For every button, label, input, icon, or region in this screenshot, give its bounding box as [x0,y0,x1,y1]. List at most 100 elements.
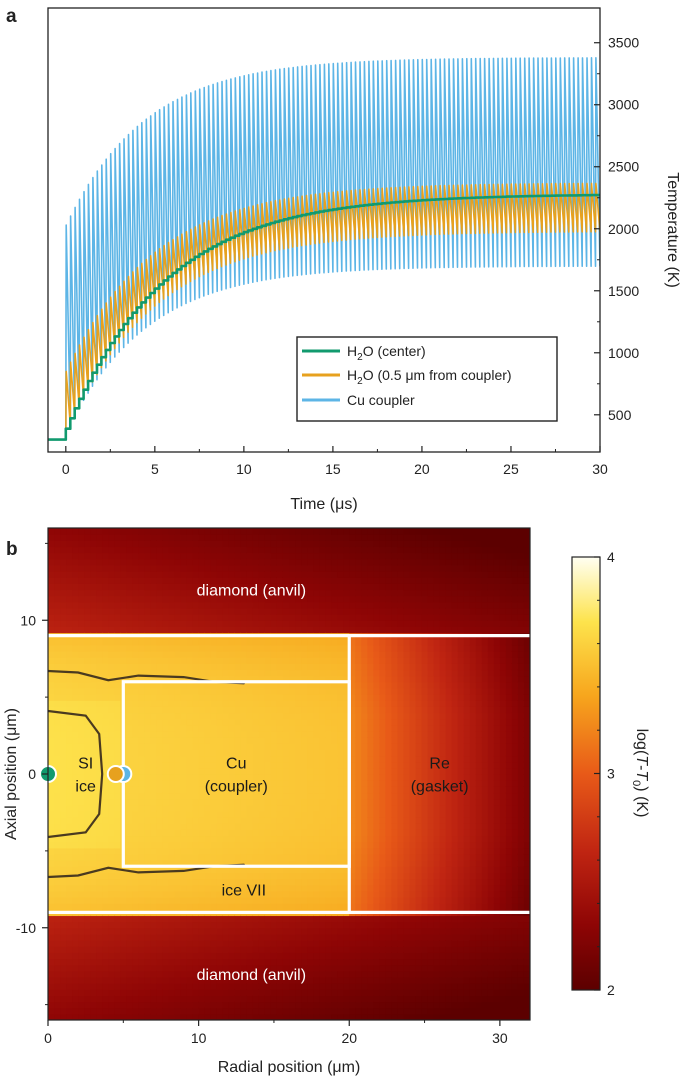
heatmap-cell [108,829,115,837]
heatmap-cell [132,583,139,591]
heatmap-cell [379,897,387,904]
heatmap-cell [240,964,248,972]
heatmap-cell [156,540,164,548]
heatmap-cell [319,607,326,615]
heatmap-cell [301,706,308,714]
heatmap-cell [391,952,399,960]
heatmap-cell [355,638,362,646]
heatmap-cell [192,810,200,818]
heatmap-cell [355,534,362,541]
heatmap-cell [180,724,188,732]
heatmap-cell [108,897,115,904]
heatmap-cell [180,866,188,873]
heatmap-cell [367,798,374,806]
heatmap-cell [126,730,133,738]
heatmap-cell [156,792,164,800]
heatmap-cell [234,970,242,978]
heatmap-cell [144,786,152,794]
heatmap-cell [276,884,284,892]
heatmap-cell [264,657,272,664]
heatmap-cell [307,860,314,867]
heatmap-cell [102,964,109,972]
heatmap-cell [379,724,387,732]
heatmap-cell [240,540,248,548]
heatmap-cell [90,687,97,695]
heatmap-cell [240,804,248,812]
heatmap-cell [216,817,224,824]
heatmap-cell [66,724,73,732]
heatmap-cell [361,669,368,677]
heatmap-cell [361,644,368,652]
heatmap-cell [198,890,206,898]
heatmap-cell [276,706,284,714]
heatmap-cell [72,546,79,554]
legend-label-h2o-center: H2O (center) [347,343,426,363]
heatmap-cell [258,872,266,880]
heatmap-cell [385,620,393,627]
heatmap-cell [54,958,61,966]
heatmap-cell [307,571,314,578]
heatmap-cell [144,897,152,904]
heatmap-cell [403,755,411,763]
heatmap-cell [270,706,278,714]
heatmap-cell [367,921,374,929]
heatmap-cell [246,724,254,732]
heatmap-cell [120,927,127,935]
heatmap-cell [72,595,79,603]
heatmap-cell [144,730,152,738]
heatmap-cell [282,651,290,658]
heatmap-cell [337,927,344,935]
heatmap-cell [252,952,260,960]
heatmap-cell [168,940,176,947]
heatmap-cell [156,841,164,849]
heatmap-cell [174,940,182,947]
heatmap-cell [240,589,248,597]
heatmap-cell [319,1013,326,1020]
heatmap-cell [198,903,206,910]
heatmap-cell [204,804,212,812]
heatmap-cell [246,546,254,554]
heatmap-cell [361,786,368,794]
heatmap-cell [180,651,188,658]
heatmap-cell [156,620,164,627]
heatmap-cell [282,866,290,873]
heatmap-cell [246,983,254,990]
heatmap-cell [282,823,290,830]
heatmap-cell [355,970,362,978]
heatmap-cell [180,638,188,646]
heatmap-cell [108,847,115,855]
heatmap-cell [120,952,127,960]
heatmap-cell [216,792,224,800]
heatmap-cell [234,804,242,812]
heatmap-cell [282,927,290,935]
heatmap-cell [204,817,212,824]
heatmap-cell [282,558,290,566]
heatmap-cell [102,780,109,787]
heatmap-cell [114,669,121,677]
heatmap-cell [48,853,55,861]
heatmap-cell [325,884,332,892]
heatmap-cell [252,761,260,769]
heatmap-cell [216,755,224,763]
heatmap-cell [204,767,212,775]
heatmap-cell [337,1013,344,1020]
heatmap-cell [337,657,344,664]
heatmap-cell [264,589,272,597]
heatmap-cell [301,724,308,732]
heatmap-cell [102,528,109,535]
heatmap-cell [325,989,332,996]
heatmap-cell [162,915,170,923]
heatmap-cell [319,774,326,781]
heatmap-cell [385,663,393,671]
heatmap-cell [66,552,73,560]
heatmap-cell [90,540,97,548]
heatmap-cell [126,878,133,886]
heatmap-cell [228,558,236,566]
heatmap-cell [409,853,417,861]
heatmap-cell [204,786,212,794]
heatmap-cell [126,558,133,566]
heatmap-cell [174,706,182,714]
heatmap-cell [90,718,97,726]
heatmap-cell [391,737,399,744]
heatmap-cell [313,583,320,591]
